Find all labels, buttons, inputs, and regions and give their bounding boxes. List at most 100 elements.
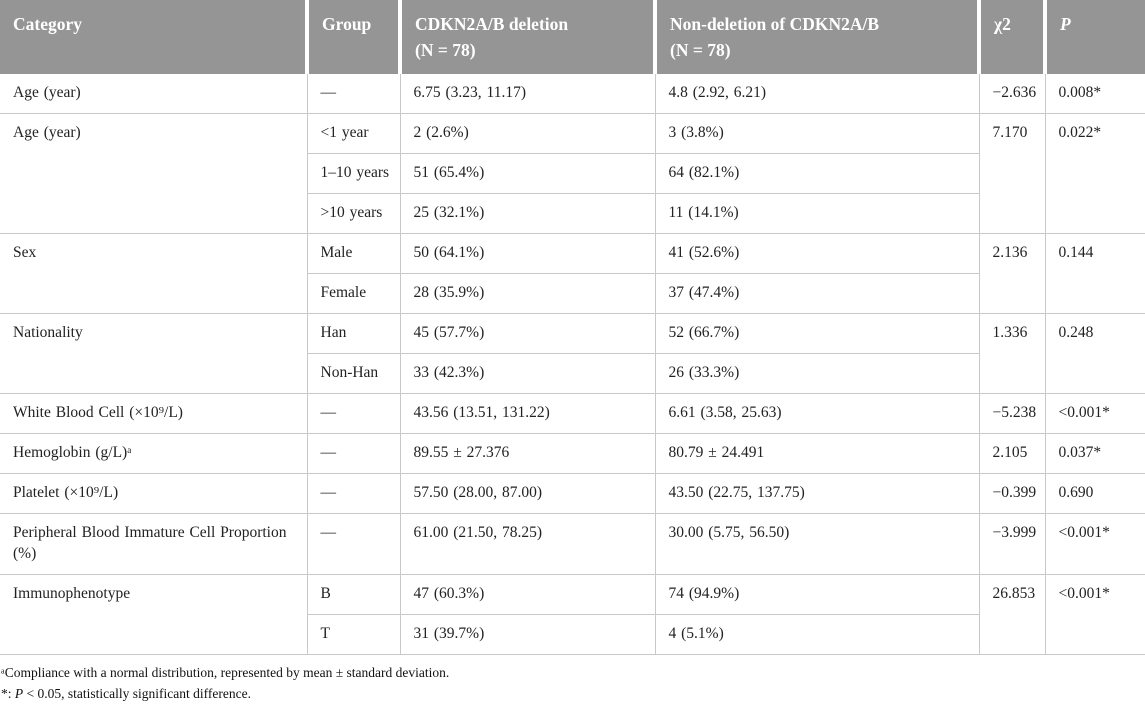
table-row: Hemoglobin (g/L)ᵃ —89.55 ± 27.376 80.79 ± …	[0, 433, 1145, 475]
col-header-p: P	[1043, 0, 1145, 74]
non-deletion-cell: 26 (33.3%)	[654, 353, 980, 395]
footnote-significance-text: < 0.05, statistically significant differ…	[23, 686, 251, 702]
p-cell: <0.001*	[1044, 574, 1145, 656]
p-cell: 0.690	[1044, 473, 1145, 515]
non-deletion-cell: 4.8 (2.92, 6.21)	[654, 73, 980, 115]
group-cell: Male	[306, 233, 401, 275]
chi2-cell: 2.136	[978, 233, 1046, 315]
table-header: Category Group CDKN2A/B deletion (N = 78…	[0, 0, 1145, 74]
p-cell: 0.022*	[1044, 113, 1145, 235]
group-cell: Non-Han	[306, 353, 401, 395]
deletion-cell: 33 (42.3%)	[399, 353, 656, 395]
table-body: Age (year) —6.75 (3.23, 11.17) 4.8 (2.92, …	[0, 73, 1145, 656]
table-row: >10 years 25 (32.1%) 11 (14.1%)	[0, 193, 1145, 235]
group-cell: —	[306, 73, 401, 115]
group-cell: —	[306, 473, 401, 515]
p-cell: 0.037*	[1044, 433, 1145, 475]
group-cell: 1–10 years	[306, 153, 401, 195]
table-row: Female 28 (35.9%) 37 (47.4%)	[0, 273, 1145, 315]
characteristics-table: Category Group CDKN2A/B deletion (N = 78…	[0, 0, 1145, 656]
non-deletion-cell: 41 (52.6%)	[654, 233, 980, 275]
col-header-line2: (N = 78)	[670, 39, 731, 60]
table-row: 1–10 years 51 (65.4%) 64 (82.1%)	[0, 153, 1145, 195]
p-cell: 0.144	[1044, 233, 1145, 315]
chi2-cell: −5.238	[978, 393, 1046, 435]
deletion-cell: 43.56 (13.51, 131.22)	[399, 393, 656, 435]
col-header-chi2: χ2	[977, 0, 1045, 74]
deletion-cell: 47 (60.3%)	[399, 574, 656, 616]
footnote-normal-distribution: ᵃCompliance with a normal distribution, …	[1, 665, 450, 681]
deletion-cell: 89.55 ± 27.376	[399, 433, 656, 475]
non-deletion-cell: 30.00 (5.75, 56.50)	[654, 513, 980, 576]
col-header-group: Group	[305, 0, 400, 74]
non-deletion-cell: 6.61 (3.58, 25.63)	[654, 393, 980, 435]
non-deletion-cell: 43.50 (22.75, 137.75)	[654, 473, 980, 515]
p-cell: <0.001*	[1044, 513, 1145, 576]
category-cell: Age (year)	[0, 113, 308, 235]
chi2-cell: −2.636	[978, 73, 1046, 115]
table-row: White Blood Cell (×10⁹/L) —43.56 (13.51, …	[0, 393, 1145, 435]
deletion-cell: 6.75 (3.23, 11.17)	[399, 73, 656, 115]
deletion-cell: 2 (2.6%)	[399, 113, 656, 155]
table-row: T 31 (39.7%) 4 (5.1%)	[0, 614, 1145, 656]
group-cell: —	[306, 393, 401, 435]
deletion-cell: 50 (64.1%)	[399, 233, 656, 275]
chi2-cell: 1.336	[978, 313, 1046, 395]
category-cell: Immunophenotype	[0, 574, 308, 656]
footnote-p-symbol: P	[14, 686, 24, 702]
footnotes: ᵃCompliance with a normal distribution, …	[0, 655, 1145, 711]
non-deletion-cell: 52 (66.7%)	[654, 313, 980, 355]
deletion-cell: 57.50 (28.00, 87.00)	[399, 473, 656, 515]
category-cell: Peripheral Blood Immature Cell Proportio…	[0, 513, 308, 576]
col-header-line1: Non-deletion of CDKN2A/B	[670, 14, 880, 34]
category-cell: Platelet (×10⁹/L)	[0, 473, 308, 515]
chi2-cell: 26.853	[978, 574, 1046, 656]
non-deletion-cell: 80.79 ± 24.491	[654, 433, 980, 475]
non-deletion-cell: 37 (47.4%)	[654, 273, 980, 315]
non-deletion-cell: 64 (82.1%)	[654, 153, 980, 195]
table-row: Non-Han 33 (42.3%) 26 (33.3%)	[0, 353, 1145, 395]
header-row: Category Group CDKN2A/B deletion (N = 78…	[0, 0, 1145, 74]
category-cell: Nationality	[0, 313, 308, 395]
non-deletion-cell: 74 (94.9%)	[654, 574, 980, 616]
group-cell: <1 year	[306, 113, 401, 155]
deletion-cell: 25 (32.1%)	[399, 193, 656, 235]
p-cell: <0.001*	[1044, 393, 1145, 435]
deletion-cell: 31 (39.7%)	[399, 614, 656, 656]
footnote-significance: *: P < 0.05, statistically significant d…	[1, 683, 1145, 704]
p-cell: 0.248	[1044, 313, 1145, 395]
deletion-cell: 51 (65.4%)	[399, 153, 656, 195]
category-cell: Sex	[0, 233, 308, 315]
category-cell: Age (year)	[0, 73, 308, 115]
category-cell: White Blood Cell (×10⁹/L)	[0, 393, 308, 435]
table-row: Immunophenotype B 47 (60.3%) 74 (94.9%) 26.8…	[0, 574, 1145, 656]
col-header-line2: (N = 78)	[415, 39, 476, 60]
group-cell: T	[306, 614, 401, 656]
chi2-cell: 2.105	[978, 433, 1046, 475]
group-cell: Han	[306, 313, 401, 355]
table-row: Sex Male 50 (64.1%) 41 (52.6%) 2.136 0.144	[0, 233, 1145, 315]
group-cell: Female	[306, 273, 401, 315]
col-header-line1: CDKN2A/B deletion	[415, 14, 569, 34]
table-row: Age (year) <1 year 2 (2.6%) 3 (3.8%) 7.170 0.…	[0, 113, 1145, 235]
p-cell: 0.008*	[1044, 73, 1145, 115]
chi2-cell: −0.399	[978, 473, 1046, 515]
deletion-cell: 28 (35.9%)	[399, 273, 656, 315]
group-cell: —	[306, 513, 401, 576]
non-deletion-cell: 3 (3.8%)	[654, 113, 980, 155]
deletion-cell: 61.00 (21.50, 78.25)	[399, 513, 656, 576]
non-deletion-cell: 4 (5.1%)	[654, 614, 980, 656]
table-row: Platelet (×10⁹/L) —57.50 (28.00, 87.00) 43…	[0, 473, 1145, 515]
chi2-cell: 7.170	[978, 113, 1046, 235]
footnote-significance-prefix: *:	[1, 686, 15, 702]
non-deletion-cell: 11 (14.1%)	[654, 193, 980, 235]
category-cell: Hemoglobin (g/L)ᵃ	[0, 433, 308, 475]
table-row: Peripheral Blood Immature Cell Proportio…	[0, 513, 1145, 576]
deletion-cell: 45 (57.7%)	[399, 313, 656, 355]
col-header-non-deletion: Non-deletion of CDKN2A/B (N = 78)	[653, 0, 979, 74]
group-cell: B	[306, 574, 401, 616]
col-header-cdkn2ab-deletion: CDKN2A/B deletion (N = 78)	[398, 0, 655, 74]
table-row: Nationality Han 45 (57.7%) 52 (66.7%) 1.336 0…	[0, 313, 1145, 395]
group-cell: >10 years	[306, 193, 401, 235]
